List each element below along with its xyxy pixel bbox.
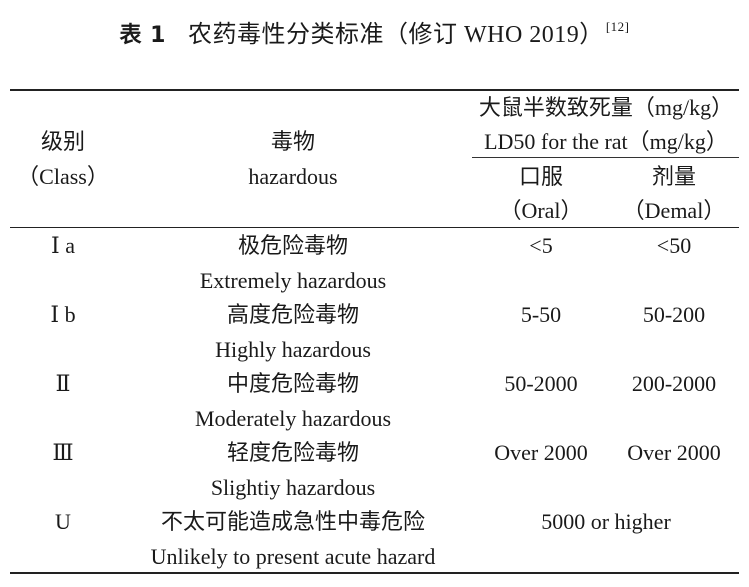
row-5-class: U [55, 509, 71, 534]
row-4-dermal: Over 2000 [627, 440, 721, 465]
header-class-en: （Class） [17, 164, 109, 189]
bottom-rule [10, 572, 739, 574]
row-4-class: Ⅲ [52, 440, 74, 465]
row-1-oral: <5 [529, 233, 553, 258]
row-1-dermal: <50 [656, 233, 692, 258]
table-caption: 表 1 农药毒性分类标准（修订 WHO 2019） [12] [0, 14, 749, 49]
row-2-dermal: 50-200 [642, 302, 706, 327]
row-5-name-en: Unlikely to present acute hazard [150, 544, 436, 569]
row-4-name-cn: 轻度危险毒物 [226, 440, 360, 465]
row-5-combined-dose: 5000 or higher [541, 509, 671, 534]
header-oral-en: （Oral） [499, 198, 583, 223]
row-3-name-cn: 中度危险毒物 [226, 371, 360, 396]
top-rule [10, 89, 739, 91]
row-2-class: Ⅰ b [50, 302, 76, 327]
row-4-oral: Over 2000 [494, 440, 588, 465]
row-2-name-cn: 高度危险毒物 [226, 302, 360, 327]
row-3-dermal: 200-2000 [631, 371, 717, 396]
row-3-oral: 50-2000 [504, 371, 578, 396]
header-hazard-cn: 毒物 [270, 129, 316, 154]
header-dermal-en: （Demal） [622, 198, 726, 223]
header-dermal-cn: 剂量 [651, 164, 697, 189]
row-2-oral: 5-50 [520, 302, 562, 327]
header-ld50-en: LD50 for the rat（mg/kg） [484, 129, 728, 154]
row-3-name-en: Moderately hazardous [194, 406, 392, 431]
table-title: 农药毒性分类标准（修订 WHO 2019） [187, 22, 604, 48]
header-ld50-cn: 大鼠半数致死量（mg/kg） [478, 95, 734, 120]
reference-marker: [12] [605, 19, 630, 34]
header-rule [10, 227, 739, 228]
header-class-cn: 级别 [40, 129, 86, 154]
row-1-name-cn: 极危险毒物 [237, 233, 349, 258]
header-oral-cn: 口服 [518, 164, 564, 189]
row-3-class: Ⅱ [55, 371, 71, 396]
row-1-class: Ⅰ a [51, 233, 75, 258]
ld50-subheader-rule [472, 157, 739, 158]
row-1-name-en: Extremely hazardous [199, 268, 387, 293]
row-2-name-en: Highly hazardous [215, 337, 371, 362]
row-5-name-cn: 不太可能造成急性中毒危险 [160, 509, 426, 534]
table-label: 表 1 [119, 23, 166, 48]
row-4-name-en: Slightiy hazardous [210, 475, 376, 500]
header-hazard-en: hazardous [248, 164, 338, 189]
